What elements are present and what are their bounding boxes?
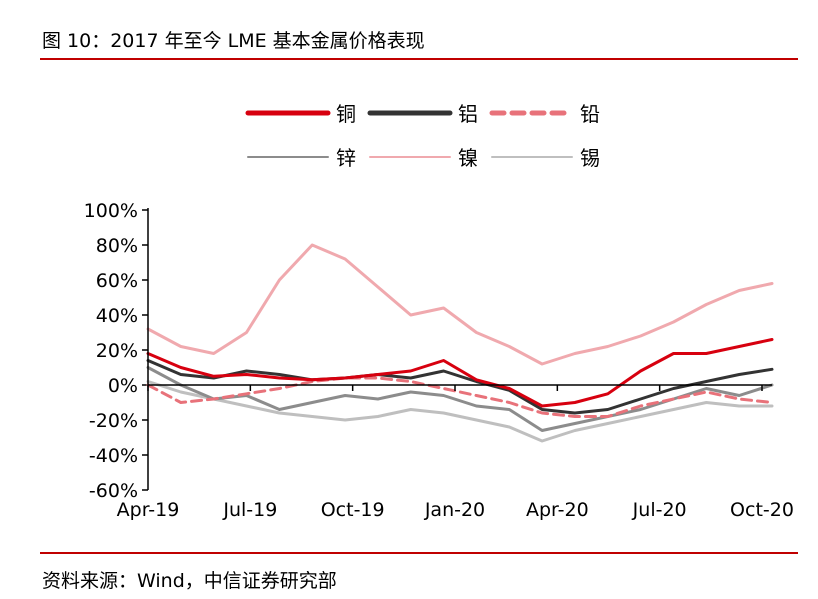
title-divider [40,58,798,60]
series-line-5 [146,380,774,443]
x-tick-label: Oct-20 [730,499,794,521]
x-tick-label: Apr-19 [117,499,180,521]
x-axis-ticks: Apr-19 Jul-19 Oct-19 Jan-20 Apr-20 Jul-20 Oct-… [117,385,794,521]
series-line-4 [146,243,774,366]
x-tick-label: Apr-20 [526,499,589,521]
axes [147,208,772,490]
source-note: 资料来源：Wind，中信证券研究部 [42,570,337,592]
legend-label: 锌 [336,146,356,170]
series-line-2 [146,376,774,418]
x-tick-label: Oct-19 [321,499,385,521]
y-tick-label: 100% [84,200,138,222]
series-lines [146,243,774,443]
x-tick-label: Jan-20 [424,499,485,521]
legend-label: 锡 [580,146,600,170]
legend-label: 铝 [458,102,478,126]
y-tick-label: 80% [96,235,138,257]
footer-divider [40,552,798,554]
legend-label: 铅 [580,102,600,126]
legend-label: 铜 [336,102,356,126]
x-tick-label: Jul-19 [222,499,277,521]
y-tick-label: 20% [96,340,138,362]
series-line-1 [146,359,774,415]
series-line-0 [146,338,774,408]
chart-legend: 铜 铝 铅锌 镍 锡 [245,102,600,170]
figure-title: 图 10：2017 年至今 LME 基本金属价格表现 [42,30,425,52]
y-tick-label: -20% [89,410,138,432]
y-tick-label: -40% [89,445,138,467]
y-tick-label: -60% [89,480,138,502]
y-axis-ticks: 100% 80% 60% 40% 20% 0% -20% -40% -60% [84,200,148,502]
y-tick-label: 60% [96,270,138,292]
x-tick-label: Jul-20 [632,499,687,521]
y-tick-label: 0% [108,375,138,397]
y-tick-label: 40% [96,305,138,327]
legend-label: 镍 [458,146,478,170]
